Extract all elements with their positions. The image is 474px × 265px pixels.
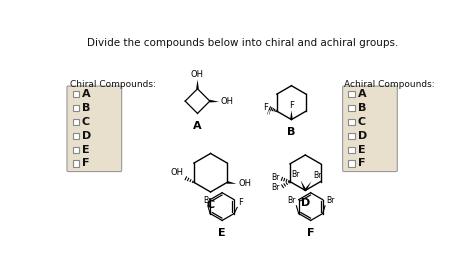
Text: B: B	[287, 127, 296, 137]
Text: OH: OH	[171, 168, 184, 177]
Text: Br: Br	[291, 170, 299, 179]
Text: OH: OH	[220, 97, 234, 106]
Text: F: F	[289, 101, 294, 109]
Text: F: F	[238, 198, 243, 207]
Text: C: C	[358, 117, 366, 127]
Text: A: A	[82, 89, 91, 99]
Text: F: F	[82, 158, 90, 169]
Polygon shape	[210, 100, 219, 103]
Text: B: B	[358, 103, 366, 113]
Text: A: A	[193, 121, 202, 131]
Bar	[348, 160, 355, 166]
Polygon shape	[304, 181, 311, 191]
Text: E: E	[82, 145, 90, 154]
Text: Br: Br	[313, 171, 321, 180]
Text: D: D	[82, 131, 91, 141]
Bar	[73, 147, 79, 153]
Text: A: A	[358, 89, 366, 99]
Text: Chiral Compounds:: Chiral Compounds:	[70, 80, 155, 89]
Text: B: B	[82, 103, 91, 113]
Text: C: C	[207, 200, 215, 210]
Text: Achiral Compounds:: Achiral Compounds:	[344, 80, 434, 89]
Bar	[73, 119, 79, 125]
Text: F: F	[263, 103, 267, 112]
Text: E: E	[358, 145, 365, 154]
Text: Br: Br	[326, 196, 334, 205]
Text: Divide the compounds below into chiral and achiral groups.: Divide the compounds below into chiral a…	[87, 38, 399, 48]
Bar	[73, 105, 79, 111]
Bar	[348, 133, 355, 139]
Text: OH: OH	[238, 179, 251, 188]
Text: E: E	[219, 228, 226, 238]
Text: F: F	[358, 158, 365, 169]
Text: F: F	[307, 228, 314, 238]
Polygon shape	[290, 110, 293, 120]
Text: C: C	[82, 117, 90, 127]
Bar	[73, 91, 79, 97]
Text: D: D	[358, 131, 367, 141]
Bar	[73, 133, 79, 139]
Text: Br: Br	[203, 196, 211, 205]
Bar	[348, 147, 355, 153]
Polygon shape	[227, 181, 237, 184]
FancyBboxPatch shape	[343, 86, 397, 171]
Bar	[348, 119, 355, 125]
Text: Br: Br	[287, 196, 296, 205]
Bar	[348, 105, 355, 111]
Polygon shape	[301, 180, 307, 191]
FancyBboxPatch shape	[67, 86, 122, 171]
Polygon shape	[196, 80, 199, 89]
Text: Br: Br	[272, 183, 280, 192]
Bar	[348, 91, 355, 97]
Text: OH: OH	[191, 70, 204, 79]
Text: D: D	[301, 198, 310, 208]
Text: Br: Br	[271, 173, 279, 182]
Text: //: //	[267, 109, 271, 114]
Bar	[73, 160, 79, 166]
